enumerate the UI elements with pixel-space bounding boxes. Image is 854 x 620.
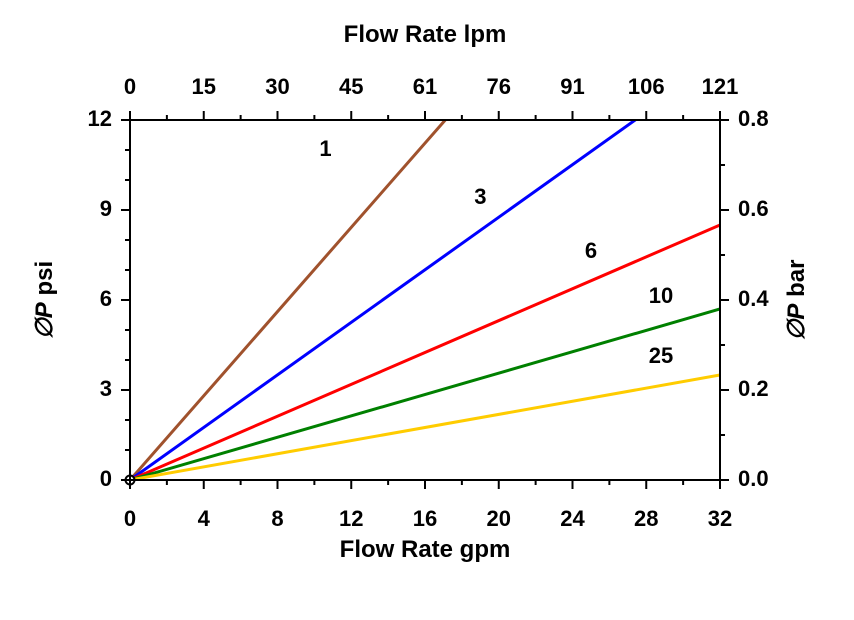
bottom-axis-title: Flow Rate gpm xyxy=(340,536,511,563)
top-tick-label: 30 xyxy=(265,74,289,99)
top-tick-label: 76 xyxy=(487,74,511,99)
right-axis-title: ∅P bar xyxy=(783,260,810,341)
left-axis-title: ∅P psi xyxy=(31,261,58,339)
top-tick-label: 121 xyxy=(702,74,739,99)
bottom-tick-label: 28 xyxy=(634,506,658,531)
right-tick-label: 0.0 xyxy=(738,466,769,491)
bottom-tick-label: 24 xyxy=(560,506,585,531)
right-tick-label: 0.2 xyxy=(738,376,769,401)
bottom-tick-label: 32 xyxy=(708,506,732,531)
left-tick-label: 3 xyxy=(100,376,112,401)
left-tick-label: 9 xyxy=(100,196,112,221)
series-label-6: 6 xyxy=(585,238,597,263)
right-tick-label: 0.4 xyxy=(738,286,769,311)
left-tick-label: 0 xyxy=(100,466,112,491)
top-tick-label: 15 xyxy=(192,74,216,99)
pressure-vs-flow-chart: 048121620242832Flow Rate gpm015304561769… xyxy=(0,0,854,620)
chart-container: 048121620242832Flow Rate gpm015304561769… xyxy=(0,0,854,620)
bottom-tick-label: 8 xyxy=(271,506,283,531)
bottom-tick-label: 12 xyxy=(339,506,363,531)
series-label-10: 10 xyxy=(649,283,673,308)
series-label-3: 3 xyxy=(474,184,486,209)
bottom-tick-label: 20 xyxy=(487,506,511,531)
bottom-tick-label: 4 xyxy=(198,506,211,531)
top-tick-label: 61 xyxy=(413,74,437,99)
bottom-tick-label: 16 xyxy=(413,506,437,531)
right-tick-label: 0.8 xyxy=(738,106,769,131)
right-tick-label: 0.6 xyxy=(738,196,769,221)
top-axis-title: Flow Rate lpm xyxy=(344,21,507,48)
left-tick-label: 6 xyxy=(100,286,112,311)
series-label-25: 25 xyxy=(649,343,673,368)
top-tick-label: 0 xyxy=(124,74,136,99)
top-tick-label: 45 xyxy=(339,74,363,99)
series-label-1: 1 xyxy=(319,136,331,161)
bottom-tick-label: 0 xyxy=(124,506,136,531)
top-tick-label: 91 xyxy=(560,74,584,99)
top-tick-label: 106 xyxy=(628,74,665,99)
left-tick-label: 12 xyxy=(88,106,112,131)
